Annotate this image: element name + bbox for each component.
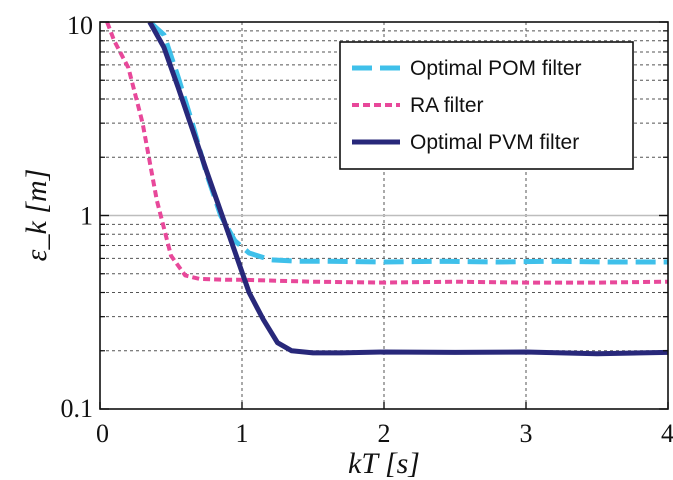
x-tick-label: 2 bbox=[378, 419, 391, 448]
legend-label-1: Optimal POM filter bbox=[410, 57, 582, 80]
series-layer bbox=[105, 22, 668, 357]
x-tick-label: 4 bbox=[661, 419, 673, 448]
x-axis-title: kT [s] bbox=[348, 447, 420, 480]
series-line-2 bbox=[105, 22, 668, 285]
y-tick-label: 10 bbox=[67, 11, 93, 40]
legend-label-3: Optimal PVM filter bbox=[410, 131, 579, 154]
legend-label-2: RA filter bbox=[410, 94, 484, 117]
x-tick-label: 0 bbox=[96, 419, 109, 448]
series-line-3 bbox=[147, 22, 668, 357]
y-tick-label: 1 bbox=[80, 202, 93, 231]
tick-marks bbox=[99, 21, 669, 410]
y-axis-title: ε_k [m] bbox=[20, 169, 53, 262]
legend: Optimal POM filter RA filter Optimal PVM f… bbox=[339, 41, 634, 170]
x-tick-label: 3 bbox=[520, 419, 533, 448]
y-tick-label: 0.1 bbox=[61, 394, 94, 423]
tick-labels: 0 1 2 3 4 0.1 1 10 bbox=[61, 11, 673, 448]
x-tick-label: 1 bbox=[236, 419, 249, 448]
